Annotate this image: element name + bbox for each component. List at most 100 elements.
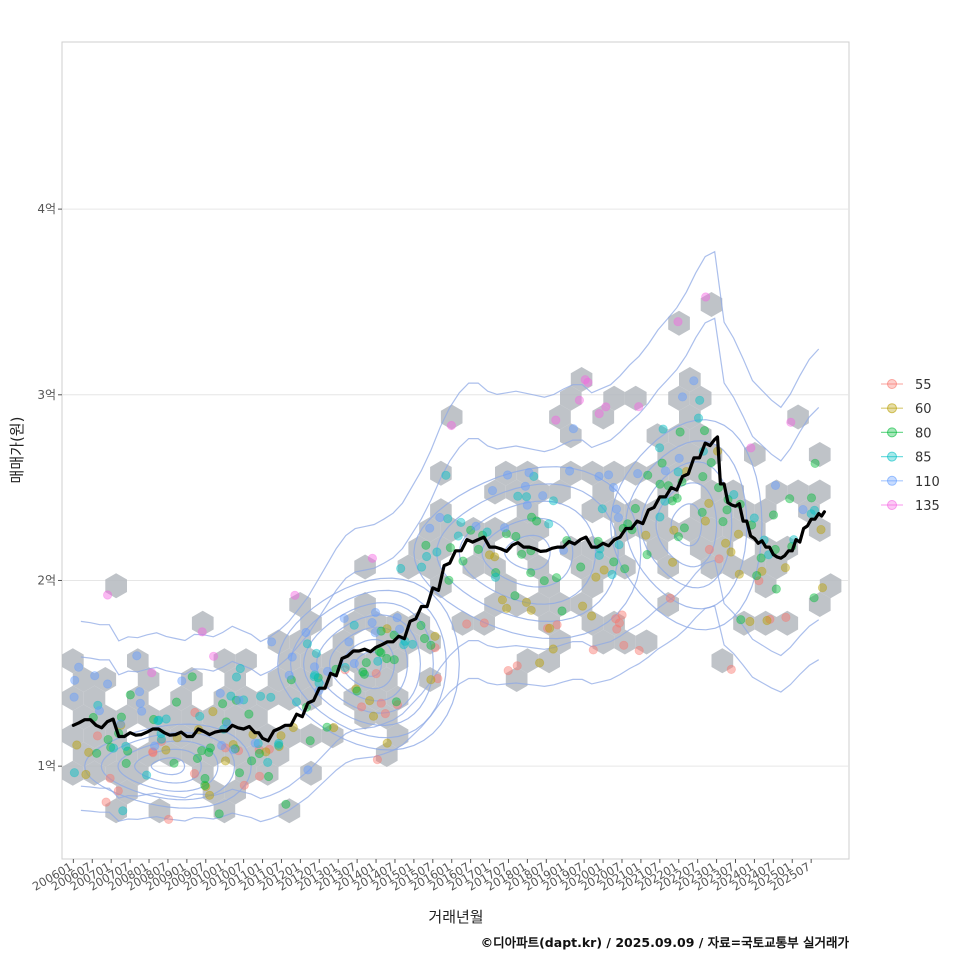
hexbin-cell xyxy=(581,460,604,486)
hexbin-cell xyxy=(386,723,409,749)
scatter-point-80 xyxy=(214,809,224,819)
hexbin-cell xyxy=(419,517,441,542)
scatter-point-135 xyxy=(551,415,561,425)
scatter-points-layer xyxy=(69,292,828,825)
scatter-point-110 xyxy=(69,692,79,702)
density-contour xyxy=(354,651,383,677)
hexbin-cell xyxy=(592,479,615,505)
hexbin-cell xyxy=(657,554,679,580)
scatter-point-80 xyxy=(736,615,746,625)
scatter-point-110 xyxy=(471,521,481,531)
hexbin-cell xyxy=(137,667,160,692)
scatter-point-110 xyxy=(177,676,187,686)
hexbin-cell xyxy=(289,592,311,617)
scatter-point-135 xyxy=(197,627,207,637)
scatter-point-80 xyxy=(281,799,291,809)
scatter-point-110 xyxy=(392,613,402,623)
scatter-point-60 xyxy=(364,695,375,706)
scatter-point-80 xyxy=(679,523,690,533)
scatter-point-80 xyxy=(197,745,207,756)
scatter-point-55 xyxy=(433,673,443,684)
scatter-point-85 xyxy=(548,496,559,506)
scatter-point-55 xyxy=(340,665,350,675)
hexbin-cell xyxy=(386,648,409,674)
scatter-point-55 xyxy=(714,554,724,564)
scatter-point-80 xyxy=(806,493,817,503)
scatter-point-85 xyxy=(490,572,501,582)
legend: 55 60 80 85 110 135 xyxy=(881,378,940,514)
scatter-point-60 xyxy=(521,597,532,608)
hexbin-cell xyxy=(94,667,117,692)
scatter-point-55 xyxy=(617,610,627,620)
scatter-point-55 xyxy=(765,614,775,624)
hexbin-cell xyxy=(181,742,203,767)
scatter-point-60 xyxy=(382,624,392,634)
hexbin-cell xyxy=(787,479,809,505)
scatter-point-85 xyxy=(273,740,284,750)
scatter-point-80 xyxy=(620,564,630,574)
scatter-point-110 xyxy=(250,738,260,748)
hexbin-cell xyxy=(603,460,625,486)
scatter-point-60 xyxy=(484,550,495,560)
scatter-point-85 xyxy=(432,547,442,557)
hexbin-cell xyxy=(689,535,712,561)
scatter-point-80 xyxy=(305,736,315,746)
y-axis-title: 매매가(원) xyxy=(8,417,26,484)
scatter-point-80 xyxy=(517,549,527,559)
hexbin-cell xyxy=(224,667,246,692)
scatter-point-55 xyxy=(255,771,265,781)
scatter-point-110 xyxy=(613,512,624,523)
hexbin-cell xyxy=(495,573,517,599)
scatter-point-80 xyxy=(672,493,682,503)
hexbin-cell xyxy=(624,460,647,486)
scatter-point-85 xyxy=(399,639,409,650)
scatter-point-110 xyxy=(137,706,147,716)
scatter-point-85 xyxy=(607,569,617,580)
density-contour xyxy=(277,577,460,751)
density-contour xyxy=(481,517,574,588)
scatter-point-80 xyxy=(426,640,436,650)
scatter-point-80 xyxy=(667,496,677,506)
scatter-point-60 xyxy=(762,615,772,626)
scatter-point-55 xyxy=(92,731,103,741)
density-contour xyxy=(100,731,236,801)
hexbin-cell xyxy=(560,423,582,449)
scatter-point-80 xyxy=(200,773,210,784)
scatter-point-55 xyxy=(704,544,715,555)
hexbin-cell xyxy=(181,704,203,730)
scatter-point-80 xyxy=(698,471,708,482)
scatter-point-110 xyxy=(677,392,688,402)
hexbin-cell xyxy=(538,648,560,674)
hexbin-cell xyxy=(484,592,506,617)
scatter-point-110 xyxy=(425,523,435,533)
scatter-point-110 xyxy=(564,466,575,476)
scatter-point-60 xyxy=(208,706,218,717)
scatter-point-110 xyxy=(499,523,510,533)
hexbin-cell xyxy=(657,517,679,542)
legend-label-110: 110 xyxy=(915,475,940,490)
scatter-point-80 xyxy=(231,695,241,705)
scatter-point-80 xyxy=(551,573,562,583)
hexbin-cell xyxy=(700,292,723,317)
legend-key-60 xyxy=(887,403,897,414)
scatter-point-110 xyxy=(135,687,145,697)
density-contour xyxy=(80,250,820,643)
scatter-point-60 xyxy=(205,790,215,800)
hexbin-cell xyxy=(516,498,539,524)
scatter-point-85 xyxy=(614,540,624,550)
scatter-point-60 xyxy=(368,711,379,721)
scatter-point-85 xyxy=(231,672,242,682)
density-contour xyxy=(80,605,820,823)
scatter-point-80 xyxy=(192,753,202,764)
scatter-point-60 xyxy=(351,684,361,694)
scatter-point-85 xyxy=(373,656,383,666)
scatter-point-110 xyxy=(228,745,239,755)
scatter-point-55 xyxy=(220,743,230,753)
hexbin-cell xyxy=(375,667,398,692)
scatter-point-80 xyxy=(322,722,332,732)
scatter-point-80 xyxy=(491,567,501,578)
scatter-point-60 xyxy=(426,675,436,685)
scatter-point-80 xyxy=(244,709,254,719)
scatter-point-60 xyxy=(745,616,755,627)
